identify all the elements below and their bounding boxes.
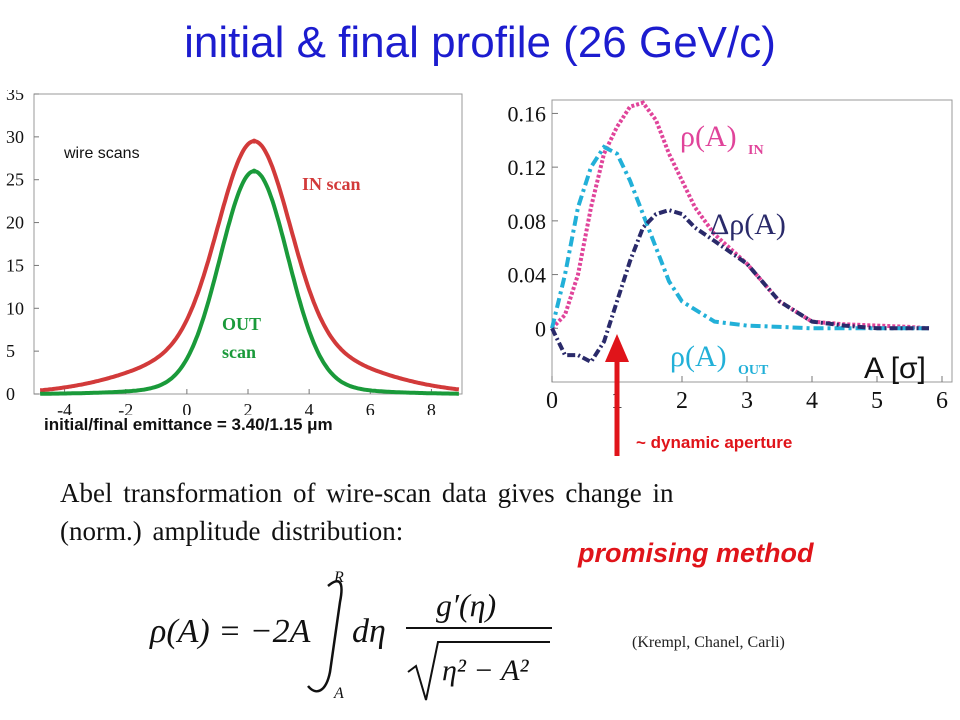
right-y-tick-label: 0.04 bbox=[508, 263, 547, 288]
axis-a-label: A [σ] bbox=[864, 352, 926, 385]
in-scan-label: IN scan bbox=[302, 174, 361, 194]
amplitude-distribution-plot: 00.040.080.120.16 0123456 ρ(A) IN Δρ(A) … bbox=[508, 99, 953, 414]
promising-method: promising method bbox=[578, 538, 814, 568]
formula-denominator: η² − A² bbox=[442, 654, 529, 687]
formula-lhs: ρ(A) = −2A bbox=[149, 613, 311, 650]
right-series-rho-in bbox=[550, 100, 930, 331]
formula-upper: R bbox=[333, 569, 344, 586]
out-scan-label-1: OUT bbox=[222, 314, 261, 334]
right-y-tick-label: 0.08 bbox=[508, 209, 547, 234]
right-y-tick-label: 0 bbox=[535, 316, 546, 341]
formula-numerator: g′(η) bbox=[436, 587, 496, 623]
left-x-tick-label: 8 bbox=[427, 400, 436, 415]
slide-title: initial & final profile (26 GeV/c) bbox=[184, 18, 776, 67]
left-y-tick-label: 0 bbox=[6, 384, 15, 404]
right-plot-frame bbox=[551, 99, 953, 383]
right-series-rho-out bbox=[550, 144, 929, 331]
right-y-tick-label: 0.16 bbox=[508, 101, 547, 126]
left-y-tick-label: 35 bbox=[6, 90, 24, 104]
left-x-tick-label: 0 bbox=[182, 400, 191, 415]
left-series-peak bbox=[251, 168, 257, 174]
wire-scans-label: wire scans bbox=[63, 145, 140, 162]
sqrt-sign bbox=[407, 641, 550, 701]
body-line-2: (norm.) amplitude distribution: bbox=[60, 516, 404, 546]
rho-out-label: ρ(A) bbox=[670, 340, 727, 373]
left-x-tick-label: 2 bbox=[244, 400, 253, 415]
dynamic-aperture-arrow bbox=[605, 334, 629, 456]
right-x-tick-label: 3 bbox=[741, 388, 753, 414]
left-y-tick-label: 30 bbox=[6, 127, 24, 147]
left-x-tick-label: -4 bbox=[57, 400, 72, 415]
right-x-tick-label: 2 bbox=[676, 388, 688, 414]
wire-scan-plot: 0 5 10 15 20 25 30 35 -4 -2 0 2 4 6 8 wire scans IN s… bbox=[6, 90, 463, 415]
right-x-tick-label: 5 bbox=[871, 388, 883, 414]
left-x-tick-label: 6 bbox=[366, 400, 375, 415]
left-series-in bbox=[39, 139, 460, 393]
emittance-caption: initial/final emittance = 3.40/1.15 μm bbox=[44, 415, 333, 434]
left-x-tick-label: 4 bbox=[305, 400, 314, 415]
delta-rho-label: Δρ(A) bbox=[710, 208, 786, 241]
rho-in-label: ρ(A) bbox=[680, 120, 737, 153]
right-series-delta-rho bbox=[550, 208, 929, 365]
left-y-tick-label: 10 bbox=[6, 298, 24, 318]
rho-in-sub: IN bbox=[748, 143, 764, 158]
formula-lower: A bbox=[333, 685, 344, 702]
abel-formula: ρ(A) = −2A R A dη g′(η) η² − A² bbox=[149, 569, 552, 702]
out-scan-label-2: scan bbox=[222, 342, 256, 362]
right-y-tick-label: 0.12 bbox=[508, 155, 547, 180]
right-x-tick-label: 4 bbox=[806, 388, 818, 414]
left-series-peak bbox=[251, 138, 257, 144]
reference: (Krempl, Chanel, Carli) bbox=[632, 634, 785, 651]
left-y-tick-label: 20 bbox=[6, 213, 24, 233]
right-x-tick-label: 6 bbox=[936, 388, 948, 414]
dynamic-aperture-label: ~ dynamic aperture bbox=[636, 433, 793, 452]
left-y-tick-label: 5 bbox=[6, 341, 15, 361]
left-series-out bbox=[39, 169, 459, 396]
left-x-tick-label: -2 bbox=[118, 400, 133, 415]
right-x-tick-label: 0 bbox=[546, 388, 558, 414]
rho-out-sub: OUT bbox=[738, 363, 769, 378]
left-y-tick-label: 25 bbox=[6, 170, 24, 190]
body-line-1: Abel transformation of wire-scan data gi… bbox=[60, 478, 674, 508]
integral-sign bbox=[307, 580, 343, 693]
left-y-tick-label: 15 bbox=[6, 255, 24, 275]
formula-d-eta: dη bbox=[352, 613, 386, 650]
